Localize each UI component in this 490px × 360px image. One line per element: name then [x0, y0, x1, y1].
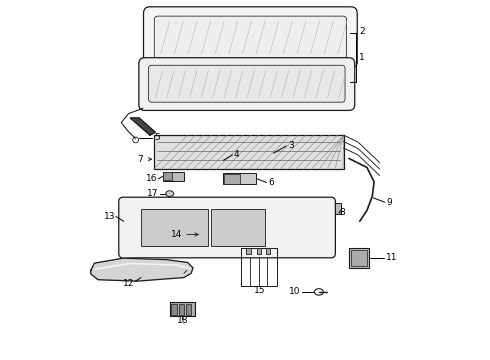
- Bar: [257, 248, 262, 253]
- Bar: [211, 209, 265, 246]
- Text: 2: 2: [359, 27, 365, 36]
- Bar: [172, 304, 176, 315]
- Text: 1: 1: [359, 53, 365, 62]
- Text: 11: 11: [386, 253, 397, 262]
- Text: 3: 3: [288, 141, 294, 150]
- FancyBboxPatch shape: [154, 16, 346, 59]
- Bar: [266, 248, 270, 253]
- Bar: [242, 248, 277, 286]
- Polygon shape: [91, 258, 193, 281]
- Text: 8: 8: [339, 208, 344, 217]
- Bar: [163, 172, 184, 181]
- Ellipse shape: [166, 191, 173, 197]
- Text: 18: 18: [176, 316, 188, 325]
- Bar: [170, 302, 195, 316]
- Bar: [141, 209, 208, 246]
- Bar: [153, 135, 343, 169]
- FancyBboxPatch shape: [119, 197, 335, 258]
- Text: 12: 12: [123, 279, 134, 288]
- Bar: [351, 250, 367, 266]
- Text: 13: 13: [104, 212, 115, 221]
- Bar: [186, 304, 191, 315]
- Text: 10: 10: [289, 287, 300, 296]
- Text: 7: 7: [137, 155, 143, 164]
- Bar: [329, 203, 341, 214]
- FancyBboxPatch shape: [148, 65, 345, 102]
- Bar: [223, 173, 256, 184]
- Bar: [179, 304, 184, 315]
- Text: 6: 6: [269, 178, 274, 187]
- Text: 9: 9: [387, 198, 392, 207]
- Text: 14: 14: [171, 230, 182, 239]
- Bar: [246, 248, 251, 253]
- Text: 4: 4: [234, 150, 239, 159]
- Bar: [224, 174, 240, 184]
- Text: 16: 16: [146, 175, 157, 184]
- FancyBboxPatch shape: [139, 58, 355, 111]
- Text: 5: 5: [154, 133, 160, 142]
- Text: 15: 15: [254, 286, 265, 295]
- Text: 17: 17: [147, 189, 159, 198]
- Bar: [163, 172, 172, 180]
- Bar: [349, 248, 368, 268]
- FancyBboxPatch shape: [144, 7, 357, 68]
- Polygon shape: [130, 118, 155, 135]
